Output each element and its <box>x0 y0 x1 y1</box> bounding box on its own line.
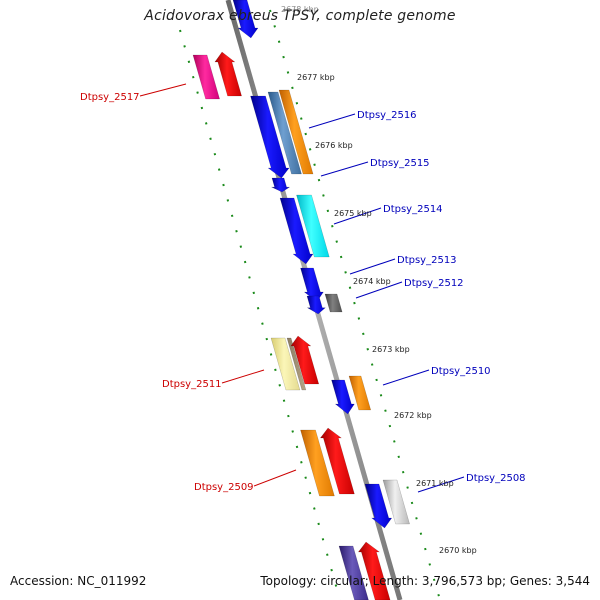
gene-feature[interactable] <box>338 545 369 600</box>
leader-line <box>221 369 265 384</box>
kbp-label-2672: 2672 kbp <box>394 411 432 420</box>
gene-label-dtpsy-2514[interactable]: Dtpsy_2514 <box>383 204 443 215</box>
gene-feature[interactable] <box>279 197 314 265</box>
leader-line <box>320 161 369 177</box>
gene-feature[interactable] <box>270 337 301 391</box>
leader-line <box>139 83 187 97</box>
leader-lines <box>139 83 465 493</box>
gene-feature[interactable] <box>382 479 410 525</box>
kbp-label-2676: 2676 kbp <box>315 141 353 150</box>
gene-feature[interactable] <box>348 375 372 411</box>
leader-line <box>253 469 297 487</box>
gene-feature[interactable] <box>324 293 343 313</box>
leader-line <box>349 258 396 275</box>
gene-label-dtpsy-2510[interactable]: Dtpsy_2510 <box>431 366 491 377</box>
guide-line <box>269 9 441 600</box>
kbp-label-2671: 2671 kbp <box>416 479 454 488</box>
gene-label-dtpsy-2509[interactable]: Dtpsy_2509 <box>194 482 254 493</box>
gene-label-dtpsy-2516[interactable]: Dtpsy_2516 <box>357 110 417 121</box>
gene-label-dtpsy-2515[interactable]: Dtpsy_2515 <box>370 158 430 169</box>
genome-summary-text: Topology: circular; Length: 3,796,573 bp… <box>260 574 590 588</box>
leader-line <box>382 369 430 386</box>
kbp-label-2677: 2677 kbp <box>297 73 335 82</box>
gene-feature[interactable] <box>296 194 330 258</box>
leader-line <box>308 113 356 129</box>
leader-line <box>333 207 382 225</box>
gene-label-dtpsy-2512[interactable]: Dtpsy_2512 <box>404 278 464 289</box>
gene-feature[interactable] <box>232 0 259 39</box>
kbp-label-2678: 2678 kbp <box>281 5 319 14</box>
gene-feature[interactable] <box>278 89 314 175</box>
leader-line <box>417 476 465 493</box>
gene-label-dtpsy-2513[interactable]: Dtpsy_2513 <box>397 255 457 266</box>
kbp-label-2674: 2674 kbp <box>353 277 391 286</box>
gene-feature[interactable] <box>357 541 391 600</box>
kbp-label-2675: 2675 kbp <box>334 209 372 218</box>
gene-features <box>192 0 410 600</box>
gene-feature[interactable] <box>364 483 393 529</box>
leader-line <box>355 281 403 299</box>
gene-feature[interactable] <box>300 267 324 303</box>
gene-feature[interactable] <box>271 177 291 193</box>
gene-feature[interactable] <box>214 51 242 97</box>
genome-title: Acidovorax ebreus TPSY, complete genome <box>144 8 456 24</box>
gene-feature[interactable] <box>267 91 302 175</box>
gene-feature[interactable] <box>290 335 320 385</box>
gene-label-dtpsy-2511[interactable]: Dtpsy_2511 <box>162 379 222 390</box>
gene-feature[interactable] <box>319 427 355 495</box>
kbp-label-2670: 2670 kbp <box>439 546 477 555</box>
gene-feature[interactable] <box>286 337 307 391</box>
gene-feature[interactable] <box>331 379 355 415</box>
kbp-label-2673: 2673 kbp <box>372 345 410 354</box>
accession-text: Accession: NC_011992 <box>10 574 147 588</box>
gene-feature[interactable] <box>300 429 335 497</box>
gene-label-dtpsy-2517[interactable]: Dtpsy_2517 <box>80 92 140 103</box>
gene-feature[interactable] <box>250 95 290 179</box>
gene-label-dtpsy-2508[interactable]: Dtpsy_2508 <box>466 473 526 484</box>
gene-feature[interactable] <box>192 54 220 100</box>
gene-feature[interactable] <box>306 295 327 315</box>
